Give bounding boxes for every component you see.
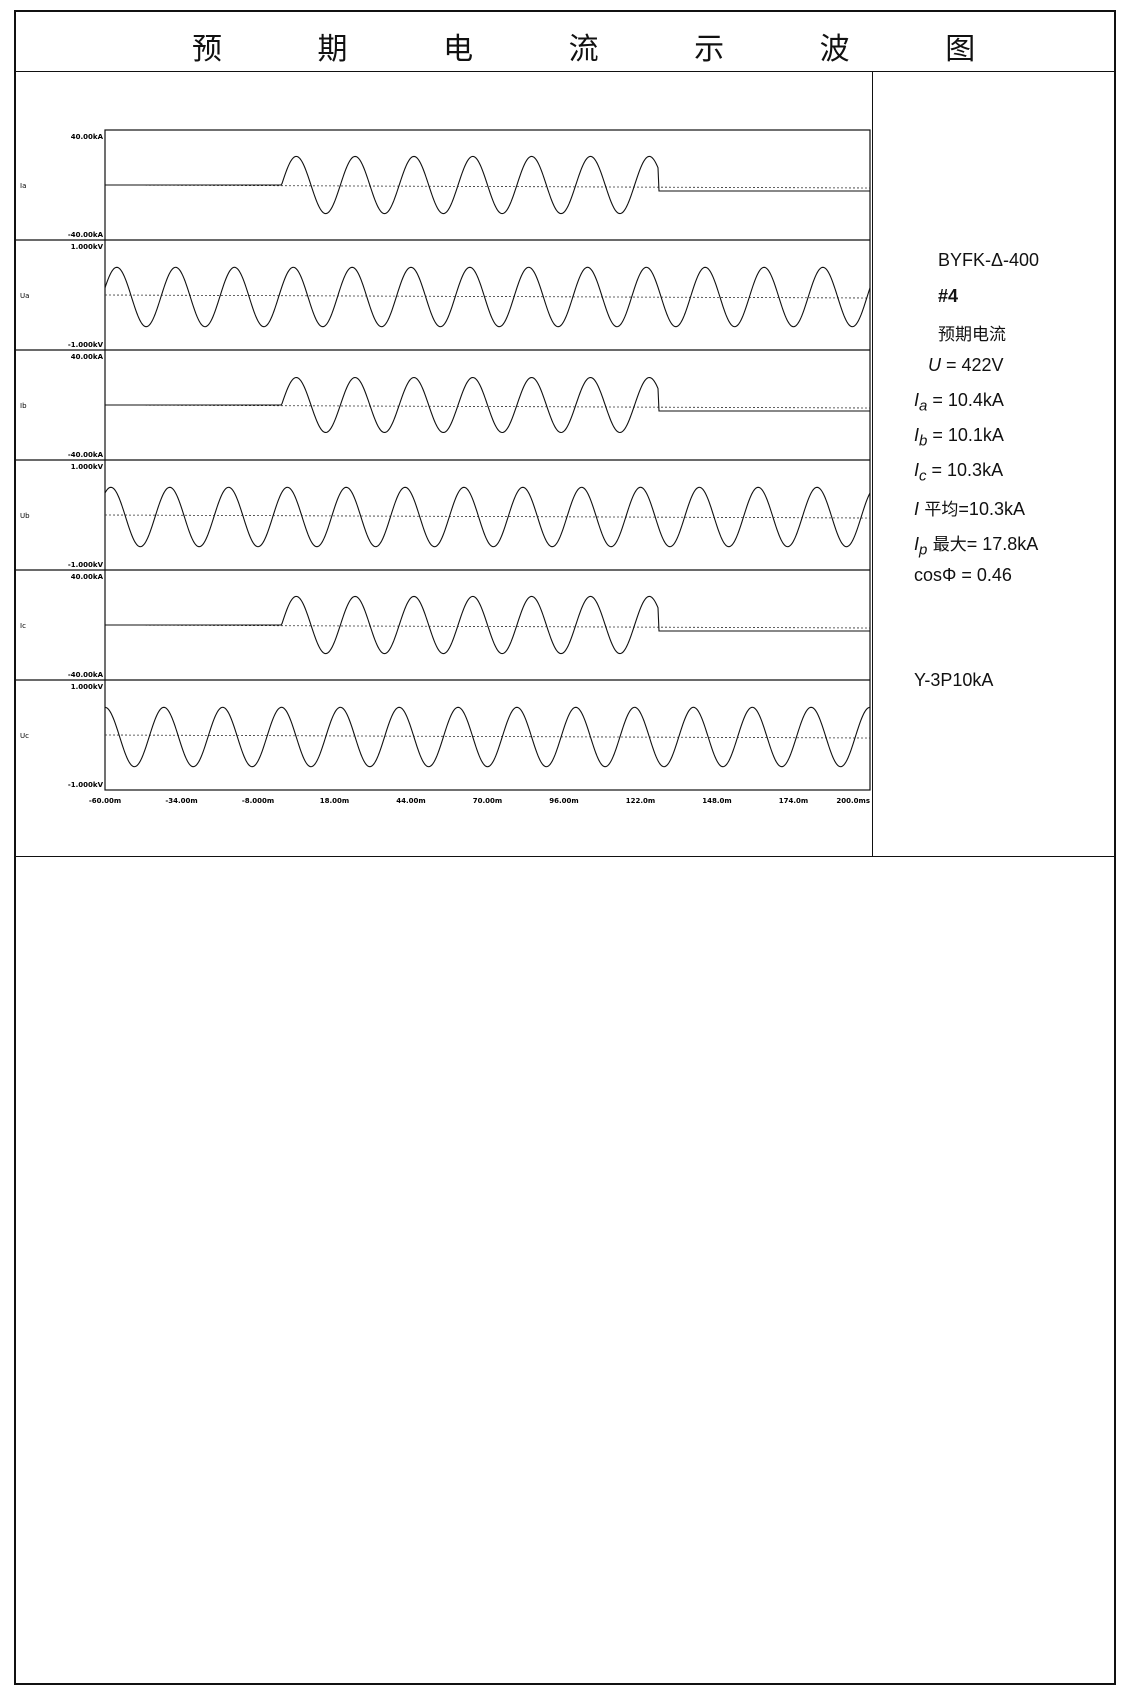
zero-line bbox=[104, 294, 871, 299]
x-tick-label: -60.00m bbox=[89, 797, 121, 805]
x-tick-label: 70.00m bbox=[473, 797, 502, 805]
channel-name: Ic bbox=[20, 622, 26, 630]
channel-name: Ib bbox=[20, 402, 27, 410]
waveform-Ub bbox=[104, 486, 871, 548]
page-title: 预 期 电 流 示 波 图 bbox=[192, 32, 1019, 67]
zero-line bbox=[104, 514, 871, 519]
x-tick-label: -8.000m bbox=[242, 797, 274, 805]
ib-value: = 10.1kA bbox=[927, 425, 1004, 445]
u-symbol: U bbox=[928, 355, 941, 375]
zero-line bbox=[104, 624, 871, 629]
x-tick-label: 122.0m bbox=[626, 797, 655, 805]
channel-name: Uc bbox=[20, 732, 29, 740]
title-row: 预 期 电 流 示 波 图 bbox=[16, 12, 1114, 72]
x-tick-label: 44.00m bbox=[396, 797, 425, 805]
ip-label: Ip 最大= 17.8kA bbox=[914, 534, 1039, 559]
x-tick-label: 96.00m bbox=[549, 797, 578, 805]
waveform-Ib bbox=[105, 376, 870, 434]
channel-name: Ua bbox=[20, 292, 29, 300]
ia-sub: a bbox=[919, 397, 928, 415]
scale-top-label: 1.000kV bbox=[71, 243, 104, 251]
scale-bottom-label: -40.00kA bbox=[68, 231, 104, 239]
zero-line bbox=[104, 184, 871, 189]
scale-bottom-label: -40.00kA bbox=[68, 451, 104, 459]
iavg-text: 平均 bbox=[919, 500, 959, 520]
x-tick-label: 174.0m bbox=[779, 797, 808, 805]
u-value: = 422V bbox=[941, 355, 1004, 375]
zero-line bbox=[104, 404, 871, 409]
cos-label: cosΦ = 0.46 bbox=[914, 565, 1012, 585]
subtitle-label: 预期电流 bbox=[938, 325, 1006, 345]
ip-sub: p bbox=[919, 541, 928, 559]
scale-bottom-label: -40.00kA bbox=[68, 671, 104, 679]
iavg-value: =10.3kA bbox=[958, 499, 1025, 519]
ib-label: Ib = 10.1kA bbox=[914, 425, 1004, 450]
iavg-symbol: I bbox=[914, 499, 920, 519]
channel-name: Ia bbox=[20, 182, 26, 190]
scale-bottom-label: -1.000kV bbox=[68, 341, 104, 349]
scale-top-label: 1.000kV bbox=[71, 463, 104, 471]
zero-line bbox=[104, 734, 871, 739]
waveform-Ia bbox=[105, 155, 870, 215]
content-bottom-line bbox=[16, 856, 1114, 857]
x-tick-label: -34.00m bbox=[165, 797, 197, 805]
scale-bottom-label: -1.000kV bbox=[68, 561, 104, 569]
iavg-label: I 平均=10.3kA bbox=[914, 495, 1025, 520]
panel-divider bbox=[872, 72, 873, 857]
ip-value: = 17.8kA bbox=[966, 534, 1039, 554]
ia-value: = 10.4kA bbox=[927, 390, 1004, 410]
scale-bottom-label: -1.000kV bbox=[68, 781, 104, 789]
waveform-Ua bbox=[104, 266, 871, 328]
ia-label: Ia = 10.4kA bbox=[914, 390, 1004, 415]
ip-text: 最大 bbox=[927, 535, 967, 555]
scale-top-label: 40.00kA bbox=[71, 353, 104, 361]
voltage-label: U = 422V bbox=[928, 355, 1004, 376]
model-label: BYFK-Δ-400 bbox=[938, 250, 1040, 270]
oscillogram: 40.00kA -40.00kA Ia 1.000kV -1.000kV Ua 40.00k… bbox=[15, 129, 871, 805]
ic-label: Ic = 10.3kA bbox=[914, 460, 1004, 485]
scale-top-label: 40.00kA bbox=[71, 133, 104, 141]
ic-sub: c bbox=[919, 467, 927, 485]
x-tick-label: 200.0ms bbox=[836, 797, 870, 805]
x-tick-label: 18.00m bbox=[320, 797, 349, 805]
ic-value: = 10.3kA bbox=[926, 460, 1004, 480]
waveform-Ic bbox=[105, 595, 870, 655]
channel-name: Ub bbox=[20, 512, 30, 520]
scale-top-label: 1.000kV bbox=[71, 683, 104, 691]
x-tick-label: 148.0m bbox=[702, 797, 731, 805]
number-label: #4 bbox=[938, 286, 959, 306]
waveform-Uc bbox=[104, 706, 871, 768]
scale-top-label: 40.00kA bbox=[71, 573, 104, 581]
ib-sub: b bbox=[919, 432, 928, 450]
report-frame: 预 期 电 流 示 波 图 bbox=[14, 10, 1116, 1685]
spec-label: Y-3P10kA bbox=[914, 670, 994, 690]
